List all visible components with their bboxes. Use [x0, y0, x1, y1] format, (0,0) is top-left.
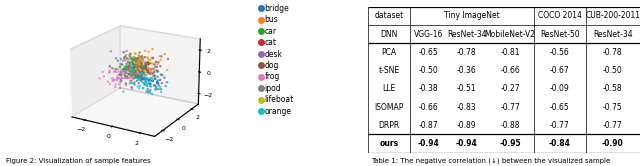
Text: -0.67: -0.67	[550, 66, 570, 75]
Text: -0.83: -0.83	[457, 103, 476, 112]
Text: -0.88: -0.88	[500, 121, 520, 130]
Text: -0.09: -0.09	[550, 84, 570, 93]
Text: Table 1: The negative correlation (↓) between the visualized sample: Table 1: The negative correlation (↓) be…	[371, 158, 611, 164]
Text: COCO 2014: COCO 2014	[538, 11, 582, 20]
Text: -0.87: -0.87	[419, 121, 438, 130]
Text: -0.84: -0.84	[549, 139, 571, 148]
Text: -0.58: -0.58	[603, 84, 623, 93]
Text: -0.78: -0.78	[457, 48, 476, 57]
Text: Figure 2: Visualization of sample features: Figure 2: Visualization of sample featur…	[6, 158, 151, 164]
Text: -0.65: -0.65	[419, 48, 438, 57]
Text: -0.38: -0.38	[419, 84, 438, 93]
Legend: bridge, bus, car, cat, desk, dog, frog, ipod, lifeboat, orange: bridge, bus, car, cat, desk, dog, frog, …	[260, 4, 294, 116]
Text: VGG-16: VGG-16	[414, 30, 444, 39]
Text: -0.56: -0.56	[550, 48, 570, 57]
Text: -0.78: -0.78	[603, 48, 623, 57]
Text: Tiny ImageNet: Tiny ImageNet	[444, 11, 500, 20]
Text: ResNet-34: ResNet-34	[593, 30, 632, 39]
Text: DRPR: DRPR	[378, 121, 400, 130]
Text: -0.50: -0.50	[419, 66, 438, 75]
Text: -0.75: -0.75	[603, 103, 623, 112]
Text: -0.27: -0.27	[500, 84, 520, 93]
Text: -0.66: -0.66	[419, 103, 438, 112]
Text: -0.77: -0.77	[603, 121, 623, 130]
Text: -0.81: -0.81	[500, 48, 520, 57]
Text: -0.51: -0.51	[457, 84, 476, 93]
Text: ours: ours	[380, 139, 399, 148]
Text: t-SNE: t-SNE	[378, 66, 399, 75]
Text: -0.95: -0.95	[499, 139, 521, 148]
Text: ResNet-50: ResNet-50	[540, 30, 580, 39]
Text: -0.36: -0.36	[457, 66, 476, 75]
Text: ISOMAP: ISOMAP	[374, 103, 404, 112]
Text: dataset: dataset	[374, 11, 404, 20]
Text: -0.94: -0.94	[456, 139, 477, 148]
Text: -0.94: -0.94	[418, 139, 440, 148]
Text: MobileNet-V2: MobileNet-V2	[484, 30, 536, 39]
Text: ResNet-34: ResNet-34	[447, 30, 486, 39]
Text: LLE: LLE	[383, 84, 396, 93]
Text: PCA: PCA	[381, 48, 397, 57]
Text: -0.77: -0.77	[500, 103, 520, 112]
Text: DNN: DNN	[380, 30, 398, 39]
Text: -0.66: -0.66	[500, 66, 520, 75]
Text: -0.77: -0.77	[550, 121, 570, 130]
Text: -0.90: -0.90	[602, 139, 623, 148]
Text: -0.89: -0.89	[457, 121, 476, 130]
Text: -0.65: -0.65	[550, 103, 570, 112]
Text: -0.50: -0.50	[603, 66, 623, 75]
Text: CUB-200-2011: CUB-200-2011	[586, 11, 640, 20]
